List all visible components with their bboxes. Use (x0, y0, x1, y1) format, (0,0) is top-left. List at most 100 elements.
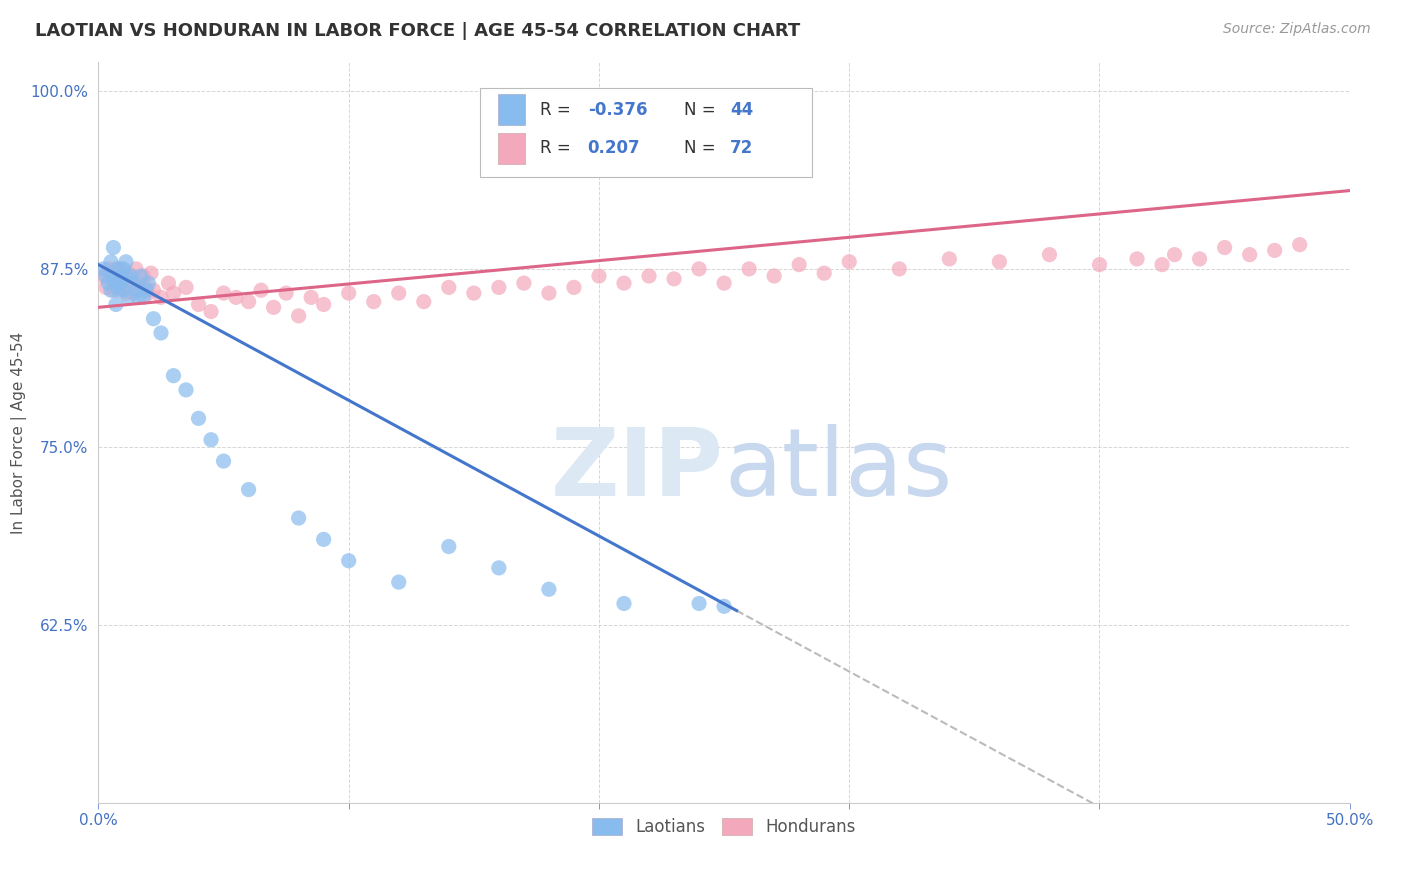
Point (100, 283, 122, 297)
Point (93, 268, 115, 283)
Point (125, 261, 148, 276)
Point (813, 266, 835, 280)
Point (187, 411, 209, 425)
Point (127, 276, 149, 290)
Point (1213, 241, 1236, 255)
Point (115, 268, 138, 283)
Point (100, 272, 122, 286)
Point (125, 283, 148, 297)
Y-axis label: In Labor Force | Age 45-54: In Labor Force | Age 45-54 (11, 332, 27, 533)
Point (138, 276, 160, 290)
Point (225, 290, 247, 304)
Point (463, 286, 485, 301)
Point (713, 276, 735, 290)
Point (588, 268, 610, 283)
Point (174, 280, 197, 294)
Point (938, 252, 960, 266)
Text: ZIP: ZIP (551, 424, 724, 516)
Point (112, 268, 135, 283)
Text: LAOTIAN VS HONDURAN IN LABOR FORCE | AGE 45-54 CORRELATION CHART: LAOTIAN VS HONDURAN IN LABOR FORCE | AGE… (35, 22, 800, 40)
Point (613, 597, 636, 611)
Point (142, 311, 165, 326)
Point (537, 286, 560, 301)
Point (129, 268, 152, 283)
Point (988, 254, 1011, 268)
Point (787, 258, 810, 272)
Point (200, 433, 222, 447)
Point (93, 261, 115, 276)
Point (107, 283, 129, 297)
Point (1288, 237, 1310, 252)
Text: N =: N = (685, 139, 721, 157)
Point (103, 283, 125, 297)
Point (150, 326, 173, 340)
Point (97, 261, 120, 276)
Point (122, 276, 145, 290)
Bar (498, 133, 524, 164)
Point (537, 582, 560, 597)
Text: Source: ZipAtlas.com: Source: ZipAtlas.com (1223, 22, 1371, 37)
Point (388, 575, 411, 590)
Point (337, 286, 360, 301)
Point (97, 276, 120, 290)
Point (200, 304, 222, 318)
Point (363, 294, 385, 309)
Point (94, 268, 117, 283)
Point (337, 554, 360, 568)
Point (117, 290, 139, 304)
Point (250, 283, 273, 297)
Point (638, 268, 661, 283)
Point (94, 280, 117, 294)
Point (104, 276, 127, 290)
Point (107, 261, 129, 276)
Point (274, 286, 298, 301)
Point (107, 268, 129, 283)
Point (103, 268, 125, 283)
Point (312, 533, 335, 547)
Point (115, 254, 138, 268)
Point (1150, 258, 1173, 272)
Point (513, 276, 536, 290)
Point (713, 599, 735, 614)
Point (122, 286, 145, 301)
Point (1126, 252, 1149, 266)
Point (412, 294, 434, 309)
Point (135, 283, 157, 297)
Text: N =: N = (685, 101, 721, 119)
Text: atlas: atlas (724, 424, 952, 516)
Point (437, 540, 460, 554)
Point (162, 368, 184, 383)
Point (212, 454, 235, 468)
Point (117, 266, 139, 280)
Point (142, 283, 165, 297)
Point (120, 268, 142, 283)
Point (238, 294, 260, 309)
Point (1163, 247, 1185, 261)
Point (115, 286, 138, 301)
Point (488, 280, 510, 294)
Point (212, 286, 235, 301)
Point (1038, 247, 1060, 261)
Bar (498, 95, 524, 126)
Point (488, 561, 510, 575)
Point (763, 268, 786, 283)
Point (135, 280, 157, 294)
Point (110, 276, 132, 290)
Point (187, 297, 209, 311)
Point (688, 261, 710, 276)
Point (110, 268, 132, 283)
Point (138, 286, 160, 301)
Point (132, 268, 155, 283)
Text: 72: 72 (730, 139, 754, 157)
Point (1239, 247, 1261, 261)
Point (127, 290, 149, 304)
Point (838, 254, 860, 268)
FancyBboxPatch shape (479, 88, 811, 178)
Point (110, 261, 132, 276)
Point (162, 286, 184, 301)
Point (388, 286, 411, 301)
Point (613, 276, 636, 290)
Point (112, 280, 135, 294)
Point (139, 266, 162, 280)
Point (437, 280, 460, 294)
